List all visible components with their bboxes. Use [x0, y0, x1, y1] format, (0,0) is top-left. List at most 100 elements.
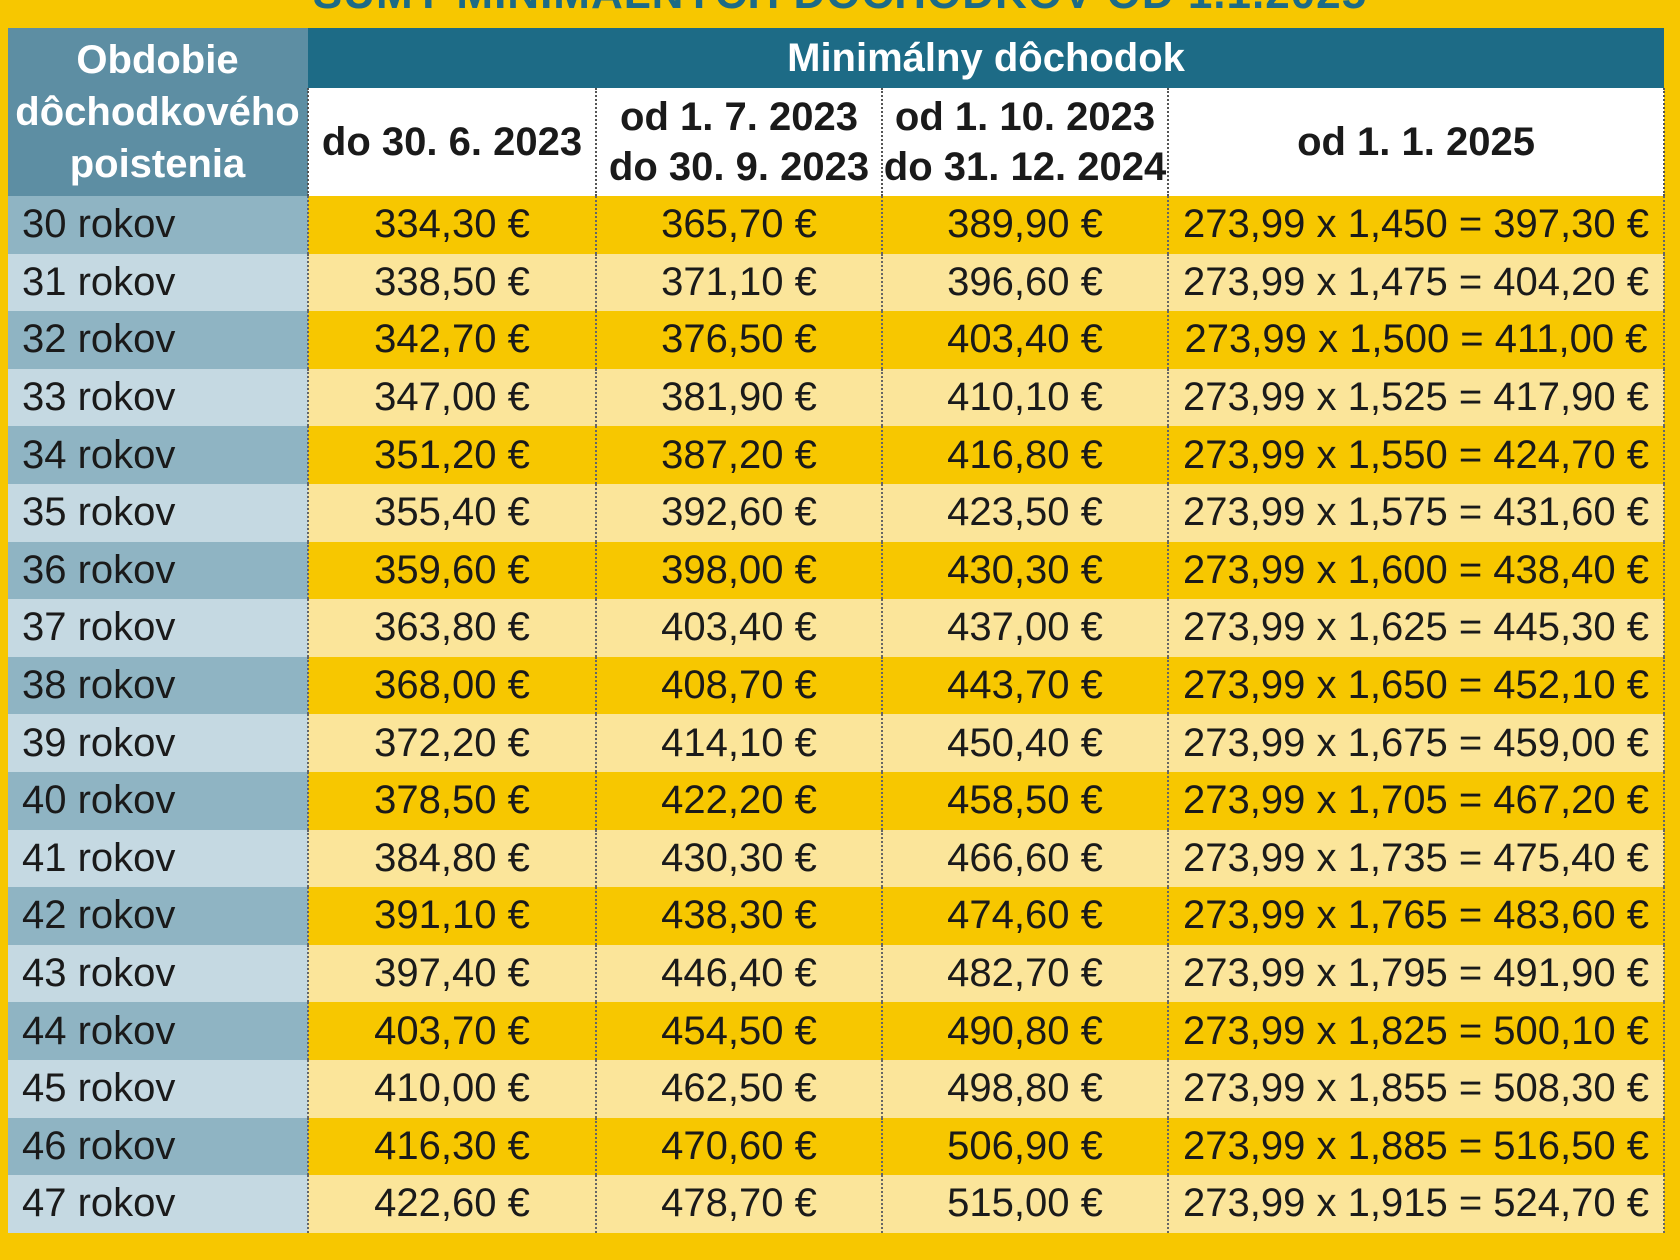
formula-value-cell: 273,99 x 1,675 = 459,00 € — [1166, 714, 1666, 772]
column-header-line: do 30. 9. 2023 — [608, 145, 870, 189]
pension-value-cell: 423,50 € — [881, 483, 1169, 542]
pension-value-cell: 438,30 € — [595, 887, 883, 945]
table-row: 31 rokov 338,50 €371,10 €396,60 €273,99 x… — [8, 253, 1666, 312]
column-header-line: do 30. 6. 2023 — [321, 120, 583, 164]
pension-value-cell: 403,40 € — [595, 599, 883, 657]
pension-value-cell: 398,00 € — [595, 541, 883, 600]
formula-value-cell: 273,99 x 1,765 = 483,60 € — [1166, 887, 1666, 945]
table-row: 42 rokov 391,10 €438,30 €474,60 €273,99 x… — [8, 887, 1666, 945]
pension-value-cell: 359,60 € — [307, 541, 597, 600]
minimum-pension-group-header: Minimálny dôchodok — [308, 28, 1665, 88]
pension-value-cell: 470,60 € — [595, 1117, 883, 1176]
period-cell: 47 rokov — [8, 1175, 309, 1233]
pension-value-cell: 368,00 € — [307, 656, 597, 715]
period-cell: 40 rokov — [8, 771, 309, 830]
table-row: 39 rokov 372,20 €414,10 €450,40 €273,99 x… — [8, 714, 1666, 772]
pension-value-cell: 490,80 € — [881, 1002, 1169, 1060]
period-cell: 37 rokov — [8, 599, 309, 657]
pension-value-cell: 391,10 € — [307, 887, 597, 945]
pension-value-cell: 422,60 € — [307, 1175, 597, 1233]
pension-value-cell: 389,90 € — [881, 196, 1169, 254]
pension-value-cell: 416,80 € — [881, 426, 1169, 484]
pension-value-cell: 392,60 € — [595, 483, 883, 542]
pension-value-cell: 334,30 € — [307, 196, 597, 254]
pension-value-cell: 466,60 € — [881, 829, 1169, 888]
table-row: 40 rokov 378,50 €422,20 €458,50 €273,99 x… — [8, 771, 1666, 830]
minimum-pension-table: Obdobie dôchodkového poistenia Minimálny… — [8, 28, 1666, 1233]
pension-value-cell: 381,90 € — [595, 368, 883, 427]
pension-value-cell: 437,00 € — [881, 599, 1169, 657]
pension-value-cell: 454,50 € — [595, 1002, 883, 1060]
period-cell: 45 rokov — [8, 1059, 309, 1118]
table-title: SUMY MINIMÁLNYCH DÔCHODKOV OD 1.1.2025 — [0, 0, 1680, 14]
pension-value-cell: 450,40 € — [881, 714, 1169, 772]
pension-value-cell: 384,80 € — [307, 829, 597, 888]
pension-value-cell: 430,30 € — [595, 829, 883, 888]
table-row: 44 rokov 403,70 €454,50 €490,80 €273,99 x… — [8, 1002, 1666, 1060]
pension-value-cell: 482,70 € — [881, 944, 1169, 1003]
period-cell: 35 rokov — [8, 483, 309, 542]
formula-value-cell: 273,99 x 1,525 = 417,90 € — [1166, 368, 1666, 427]
period-cell: 36 rokov — [8, 541, 309, 600]
pension-value-cell: 410,10 € — [881, 368, 1169, 427]
table-row: 32 rokov 342,70 €376,50 €403,40 €273,99 x… — [8, 311, 1666, 369]
formula-value-cell: 273,99 x 1,550 = 424,70 € — [1166, 426, 1666, 484]
period-cell: 46 rokov — [8, 1117, 309, 1176]
table-row: 33 rokov 347,00 €381,90 €410,10 €273,99 x… — [8, 368, 1666, 427]
table-row: 34 rokov 351,20 €387,20 €416,80 €273,99 x… — [8, 426, 1666, 484]
formula-value-cell: 273,99 x 1,795 = 491,90 € — [1166, 944, 1666, 1003]
pension-value-cell: 376,50 € — [595, 311, 883, 369]
pension-value-cell: 387,20 € — [595, 426, 883, 484]
column-header-line: do 31. 12. 2024 — [883, 145, 1167, 189]
table-row: 43 rokov 397,40 €446,40 €482,70 €273,99 x… — [8, 944, 1666, 1003]
pension-value-cell: 474,60 € — [881, 887, 1169, 945]
period-column-header: Obdobie dôchodkového poistenia — [8, 28, 308, 196]
column-header-2023-07-to-09: od 1. 7. 2023 do 30. 9. 2023 — [595, 88, 883, 196]
table-row: 45 rokov 410,00 €462,50 €498,80 €273,99 x… — [8, 1059, 1666, 1118]
pension-value-cell: 443,70 € — [881, 656, 1169, 715]
period-cell: 39 rokov — [8, 714, 309, 772]
table-row: 46 rokov 416,30 €470,60 €506,90 €273,99 x… — [8, 1117, 1666, 1176]
pension-value-cell: 498,80 € — [881, 1059, 1169, 1118]
pension-value-cell: 458,50 € — [881, 771, 1169, 830]
pension-value-cell: 355,40 € — [307, 483, 597, 542]
period-cell: 38 rokov — [8, 656, 309, 715]
pension-value-cell: 372,20 € — [307, 714, 597, 772]
period-header-line: poistenia — [69, 142, 246, 186]
pension-value-cell: 347,00 € — [307, 368, 597, 427]
formula-value-cell: 273,99 x 1,475 = 404,20 € — [1166, 253, 1666, 312]
formula-value-cell: 273,99 x 1,825 = 500,10 € — [1166, 1002, 1666, 1060]
formula-value-cell: 273,99 x 1,705 = 467,20 € — [1166, 771, 1666, 830]
pension-value-cell: 414,10 € — [595, 714, 883, 772]
pension-value-cell: 342,70 € — [307, 311, 597, 369]
period-cell: 34 rokov — [8, 426, 309, 484]
pension-value-cell: 363,80 € — [307, 599, 597, 657]
pension-value-cell: 446,40 € — [595, 944, 883, 1003]
period-header-line: Obdobie — [76, 38, 239, 82]
period-cell: 43 rokov — [8, 944, 309, 1003]
pension-value-cell: 416,30 € — [307, 1117, 597, 1176]
pension-value-cell: 338,50 € — [307, 253, 597, 312]
period-cell: 41 rokov — [8, 829, 309, 888]
formula-value-cell: 273,99 x 1,575 = 431,60 € — [1166, 483, 1666, 542]
pension-value-cell: 408,70 € — [595, 656, 883, 715]
period-cell: 31 rokov — [8, 253, 309, 312]
table-row: 37 rokov 363,80 €403,40 €437,00 €273,99 x… — [8, 599, 1666, 657]
pension-value-cell: 422,20 € — [595, 771, 883, 830]
pension-value-cell: 403,40 € — [881, 311, 1169, 369]
pension-value-cell: 396,60 € — [881, 253, 1169, 312]
period-cell: 42 rokov — [8, 887, 309, 945]
formula-value-cell: 273,99 x 1,855 = 508,30 € — [1166, 1059, 1666, 1118]
table-row: 35 rokov 355,40 €392,60 €423,50 €273,99 x… — [8, 483, 1666, 542]
table-row: 36 rokov 359,60 €398,00 €430,30 €273,99 x… — [8, 541, 1666, 600]
pension-value-cell: 410,00 € — [307, 1059, 597, 1118]
formula-value-cell: 273,99 x 1,915 = 524,70 € — [1166, 1175, 1666, 1233]
pension-value-cell: 378,50 € — [307, 771, 597, 830]
formula-value-cell: 273,99 x 1,735 = 475,40 € — [1166, 829, 1666, 888]
column-header-line: od 1. 1. 2025 — [1297, 120, 1535, 164]
pension-value-cell: 462,50 € — [595, 1059, 883, 1118]
pension-value-cell: 478,70 € — [595, 1175, 883, 1233]
formula-value-cell: 273,99 x 1,625 = 445,30 € — [1166, 599, 1666, 657]
column-header-until-2023-06-30: do 30. 6. 2023 — [307, 88, 597, 196]
table-row: 41 rokov 384,80 €430,30 €466,60 €273,99 x… — [8, 829, 1666, 888]
